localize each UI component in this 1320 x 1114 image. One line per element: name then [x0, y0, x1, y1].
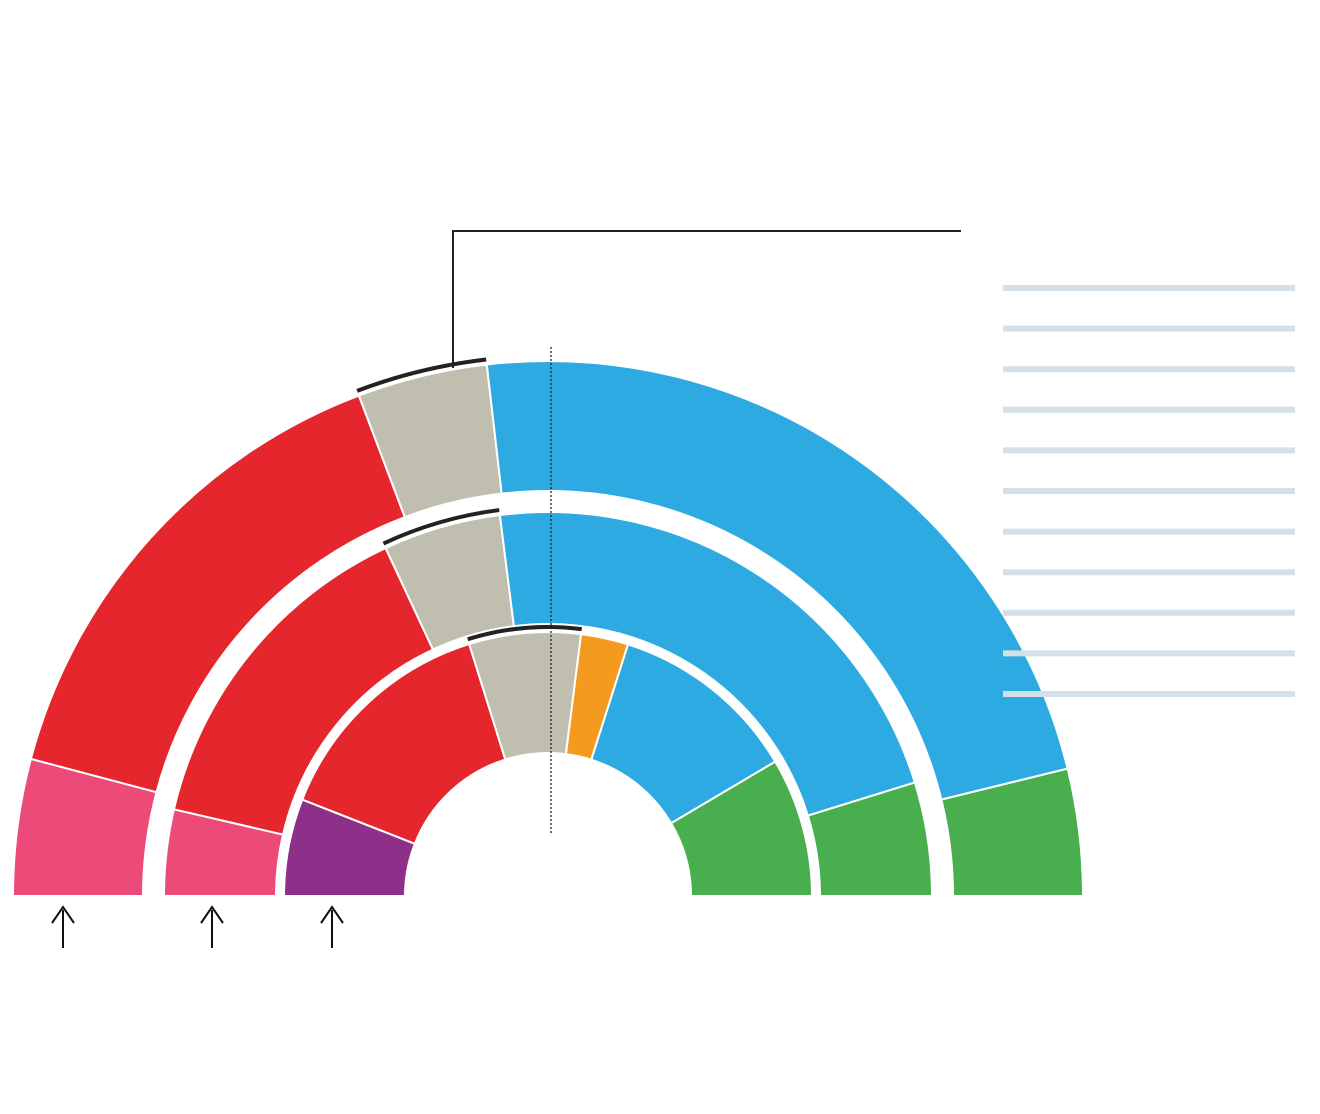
bracket-ring-1	[356, 357, 487, 393]
chart-rings	[11, 360, 1085, 897]
legend	[1003, 285, 1295, 697]
ring-2-segment-4	[498, 511, 917, 817]
ring-3-segment-6	[669, 760, 814, 897]
arrow-up-icon-1	[51, 905, 75, 948]
ring-1-segment-5	[940, 767, 1085, 897]
bracket-ring-2	[382, 508, 500, 546]
bracket-ring-3	[467, 625, 582, 642]
ring-2-segment-5	[806, 781, 934, 897]
arrow-up-icon-2	[200, 905, 224, 948]
arrow-up-icon-3	[320, 905, 344, 948]
ring-1-segment-4	[485, 360, 1069, 801]
ring-3-segment-2	[300, 642, 507, 846]
leader-line	[452, 230, 961, 368]
arrow-markers	[51, 905, 344, 948]
highlight-brackets	[356, 357, 582, 642]
